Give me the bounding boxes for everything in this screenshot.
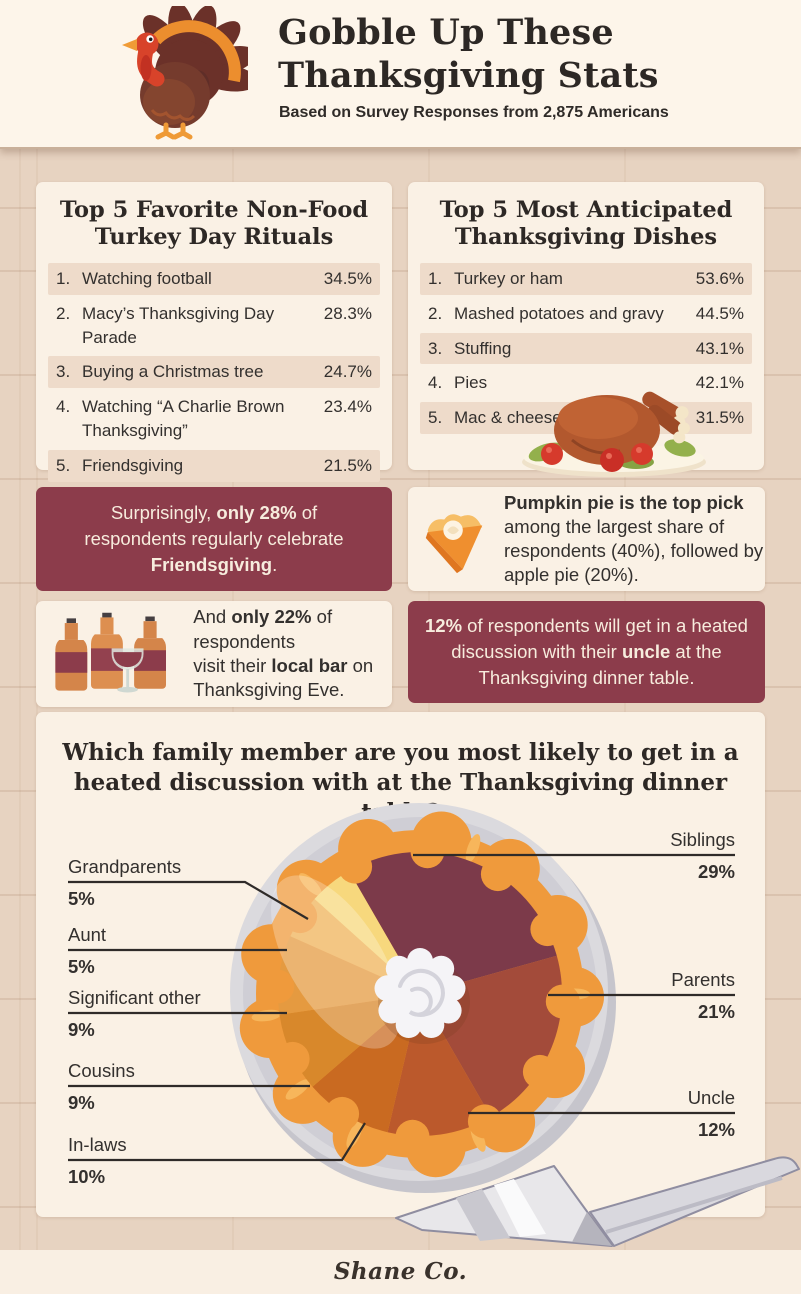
friendsgiving-callout-text: Surprisingly, only 28% of respondents re…: [84, 501, 344, 576]
whipped-cream: [374, 948, 470, 1044]
pie-server-icon: [395, 1156, 800, 1247]
list-item: 2. Macy’s Thanksgiving Day Parade 28.3%: [56, 303, 372, 347]
uncle-callout: 12% of respondents will get in a heated …: [408, 601, 765, 703]
list-item: 1. Turkey or ham 53.6%: [420, 263, 752, 295]
rituals-list-rows: 1. Watching football 34.5% 2. Macy’s Thanksg…: [36, 263, 392, 482]
footer: Shane Co.: [0, 1250, 801, 1294]
pumpkin-pie-callout: Pumpkin pie is the top pick among the la…: [408, 487, 765, 591]
list-item: 5. Friendsgiving 21.5%: [48, 449, 380, 482]
local-bar-callout-text: And only 22% of respondents visit their l…: [193, 606, 374, 701]
local-bar-callout: And only 22% of respondents visit their l…: [36, 601, 392, 707]
dishes-list-title: Top 5 Most Anticipated Thanksgiving Dishe…: [439, 197, 733, 250]
header: Gobble Up These Thanksgiving Stats Based…: [0, 0, 801, 149]
dishes-list-card: Top 5 Most Anticipated Thanksgiving Dishe…: [408, 182, 764, 477]
beer-bottles-wine-icon: [55, 612, 166, 693]
pie-crust-inner-edge: [260, 834, 580, 1154]
list-item: 3. Stuffing 43.1%: [420, 332, 752, 365]
list-item: 2. Mashed potatoes and gravy 44.5%: [428, 303, 744, 323]
page-title: Gobble Up These Thanksgiving Stats: [278, 12, 659, 96]
pumpkin-pie-slice-icon: [425, 514, 483, 574]
brand-logo: Shane Co.: [333, 1258, 468, 1285]
family-discussion-chart-card: Which family member are you most likely …: [36, 712, 765, 1217]
turkey-head: [135, 32, 159, 56]
page-subtitle: Based on Survey Responses from 2,875 Ame…: [279, 104, 669, 122]
friendsgiving-callout: Surprisingly, only 28% of respondents re…: [36, 487, 392, 591]
list-item: 4. Watching “A Charlie Brown Thanksgiving…: [56, 397, 372, 440]
turkey-beak: [122, 39, 137, 51]
wine-glass: [111, 648, 144, 693]
list-item: 4. Pies 42.1%: [428, 373, 744, 393]
uncle-callout-text: 12% of respondents will get in a heated …: [425, 614, 748, 689]
roast-turkey-dish-icon: [522, 391, 706, 477]
dishes-list-rows: 1. Turkey or ham 53.6% 2. Mashed potatoes an…: [408, 263, 764, 434]
rituals-list-title: Top 5 Favorite Non-Food Turkey Day Ritual…: [59, 197, 369, 250]
list-item: 3. Buying a Christmas tree 24.7%: [48, 356, 380, 389]
turkey-icon: [122, 6, 248, 140]
chart-title: Which family member are you most likely …: [62, 739, 739, 826]
turkey-wattle: [140, 55, 152, 81]
turkey-legs: [155, 122, 193, 140]
list-item: 1. Watching football 34.5%: [48, 263, 380, 295]
pie-slices: [277, 851, 563, 1136]
rituals-list-card: Top 5 Favorite Non-Food Turkey Day Ritual…: [36, 182, 392, 482]
pumpkin-pie-callout-text: Pumpkin pie is the top pick among the la…: [504, 491, 764, 586]
